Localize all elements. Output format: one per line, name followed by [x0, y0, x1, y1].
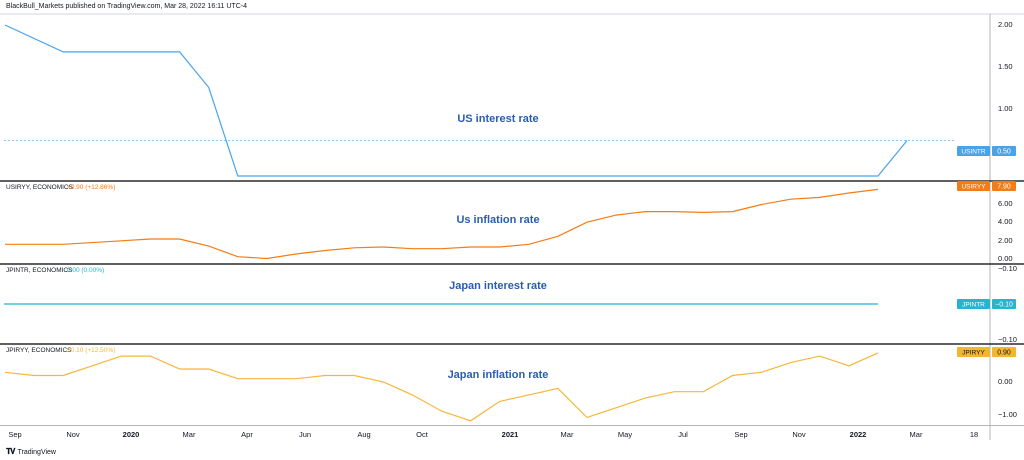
series-badge-value-bg — [992, 347, 1016, 357]
series-badge-label-bg — [957, 146, 990, 156]
x-tick-label: 2020 — [123, 430, 140, 439]
x-tick-label: May — [618, 430, 632, 439]
x-tick-label: 18 — [970, 430, 978, 439]
series-badge-value: 0.50 — [997, 149, 1011, 156]
x-tick-label: Apr — [241, 430, 253, 439]
chart-frame — [0, 13, 1024, 440]
y-tick-label: −0.10 — [998, 264, 1017, 273]
series-badge-label: USIRYY — [961, 184, 986, 191]
x-tick-label: Sep — [734, 430, 747, 439]
series-legend: JPIRYY, ECONOMICS — [6, 347, 72, 354]
series-badge-label-bg — [957, 181, 990, 191]
x-tick-label: Mar — [561, 430, 574, 439]
x-tick-label: Sep — [8, 430, 21, 439]
x-tick-label: Mar — [910, 430, 923, 439]
y-tick-label: 0.00 — [998, 377, 1013, 386]
y-tick-label: 6.00 — [998, 199, 1013, 208]
series-badge-label: JPINTR — [962, 302, 985, 309]
series-badge-label-bg — [957, 299, 990, 309]
annotation-label: US interest rate — [457, 113, 538, 125]
footer-brand: TradingView — [17, 448, 56, 456]
x-tick-label: Nov — [792, 430, 806, 439]
series-legend-value: 0.00 (0.00%) — [67, 267, 104, 274]
series-line-usiryy — [5, 188, 879, 260]
annotation-label: Us inflation rate — [456, 214, 539, 226]
series-badge-value: −0.10 — [995, 302, 1013, 309]
pane-usintr: 2.001.501.000.50US interest rateUSINTR0.… — [4, 20, 1016, 177]
x-tick-label: Aug — [357, 430, 370, 439]
y-tick-label: 1.50 — [998, 62, 1013, 71]
series-legend-value: +0.10 (+12.50%) — [67, 347, 115, 354]
x-tick-label: Jun — [299, 430, 311, 439]
y-tick-label: 0.00 — [998, 254, 1013, 263]
series-badge-value: 0.90 — [997, 350, 1011, 357]
x-tick-label: Nov — [66, 430, 80, 439]
time-axis: Sep Nov 2020 Mar Apr Jun Aug Oct 2021 Mar May Jul Se… — [8, 430, 978, 439]
series-legend: USIRYY, ECONOMICS — [6, 184, 74, 191]
series-badge-value-bg — [992, 299, 1016, 309]
series-line-usintr — [4, 24, 908, 177]
series-badge-label-bg — [957, 347, 990, 357]
x-tick-label: Mar — [183, 430, 196, 439]
series-badge-value-bg — [992, 181, 1016, 191]
series-badge-label: JPIRYY — [962, 350, 985, 357]
y-tick-label: −0.10 — [998, 335, 1017, 344]
tradingview-logo-icon: 𝐓𝐕 — [6, 447, 16, 456]
annotation-label: Japan inflation rate — [448, 369, 549, 381]
series-legend: JPINTR, ECONOMICS — [6, 267, 73, 274]
y-tick-label: 4.00 — [998, 217, 1013, 226]
chart-panes: 2.00 1.50 1.00 0.50 US interest rate USINTR 0.… — [0, 20, 1024, 422]
y-tick-label: 2.00 — [998, 20, 1013, 29]
annotation-label: Japan interest rate — [449, 280, 547, 292]
x-tick-label: Jul — [678, 430, 688, 439]
series-badge-label: USINTR — [961, 149, 986, 156]
pane-jpiryy: 0.00 −1.00 JPIRYY, ECONOMICS+0.10 (+12.50%… — [0, 343, 1024, 422]
y-tick-label: 2.00 — [998, 236, 1013, 245]
y-tick-label: 1.00 — [998, 104, 1013, 113]
series-line-jpiryy — [4, 352, 879, 422]
y-tick-label: −1.00 — [998, 410, 1017, 419]
series-legend-value: +0.90 (+12.86%) — [67, 184, 115, 191]
publisher-header: BlackBull_Markets published on TradingVi… — [6, 3, 247, 10]
x-tick-label: 2022 — [850, 430, 867, 439]
x-tick-label: Oct — [416, 430, 429, 439]
x-tick-label: 2021 — [502, 430, 519, 439]
series-badge-value: 7.90 — [997, 184, 1011, 191]
pane-usiryy: 6.00 4.00 2.00 0.00 USIRYY, ECONOMICS+0.90 (… — [0, 180, 1024, 263]
series-badge-value-bg — [992, 146, 1016, 156]
footer: 𝐓𝐕 TradingView — [6, 447, 56, 457]
